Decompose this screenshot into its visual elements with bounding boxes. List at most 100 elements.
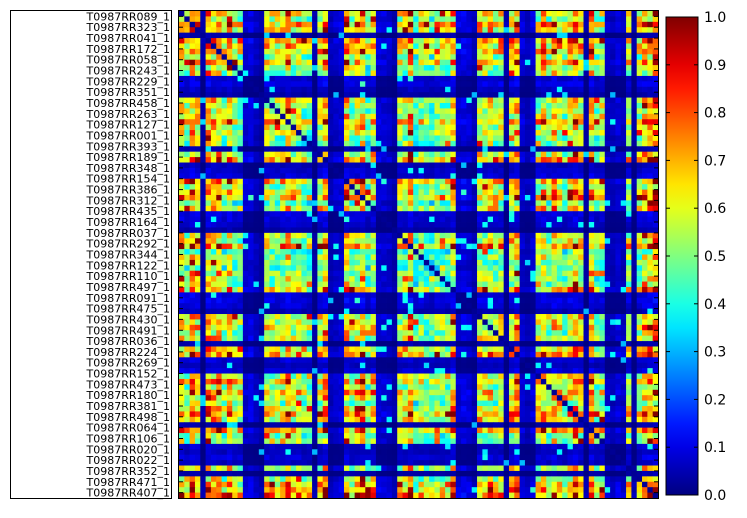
heatmap-cell xyxy=(306,140,313,147)
row-label: T0987RR041_1 xyxy=(86,32,171,45)
heatmap-cell xyxy=(237,238,244,245)
heatmap-cell xyxy=(418,38,425,44)
heatmap-cell xyxy=(210,86,217,93)
heatmap-cell xyxy=(604,65,611,71)
heatmap-cell xyxy=(322,162,329,169)
heatmap-cell xyxy=(477,205,483,212)
heatmap-cell xyxy=(253,16,260,23)
heatmap-cell xyxy=(317,189,324,196)
heatmap-cell xyxy=(359,194,366,201)
heatmap-cell xyxy=(391,194,398,201)
heatmap-cell xyxy=(312,200,318,207)
heatmap-cell xyxy=(253,281,260,288)
heatmap-cell xyxy=(578,200,584,207)
heatmap-cell xyxy=(615,38,622,44)
heatmap-cell xyxy=(514,167,521,174)
heatmap-cell xyxy=(258,232,265,239)
heatmap-cell xyxy=(535,38,542,44)
heatmap-cell xyxy=(471,184,478,190)
heatmap-cell xyxy=(343,259,350,266)
heatmap-cell xyxy=(280,92,286,98)
heatmap-cell xyxy=(210,292,217,299)
heatmap-cell xyxy=(423,113,430,120)
heatmap-cell xyxy=(493,189,499,196)
heatmap-cell xyxy=(285,254,292,261)
heatmap-cell xyxy=(519,157,526,163)
heatmap-cell xyxy=(578,259,584,266)
heatmap-cell xyxy=(551,162,558,169)
heatmap-cell xyxy=(221,286,228,293)
heatmap-cell xyxy=(296,54,302,61)
heatmap-cell xyxy=(194,86,201,93)
heatmap-cell xyxy=(477,173,483,180)
heatmap-cell xyxy=(269,232,276,239)
heatmap-cell xyxy=(535,270,542,277)
heatmap-cell xyxy=(338,259,345,266)
heatmap-cell xyxy=(434,162,441,169)
heatmap-cell xyxy=(386,276,393,282)
heatmap-cell xyxy=(301,92,308,98)
heatmap-cell xyxy=(237,157,244,163)
heatmap-cell xyxy=(290,276,297,282)
heatmap-cell xyxy=(418,130,425,136)
heatmap-cell xyxy=(620,59,627,66)
heatmap-cell xyxy=(280,227,286,234)
heatmap-cell xyxy=(503,259,510,266)
heatmap-cell xyxy=(333,81,340,88)
heatmap-cell xyxy=(647,11,654,17)
heatmap-cell xyxy=(370,119,377,126)
heatmap-cell xyxy=(248,178,254,185)
heatmap-cell xyxy=(636,200,643,207)
heatmap-cell xyxy=(503,92,510,98)
heatmap-cell xyxy=(482,27,489,34)
heatmap-cell xyxy=(179,308,185,315)
heatmap-cell xyxy=(418,270,425,277)
heatmap-cell xyxy=(503,27,510,34)
heatmap-cell xyxy=(567,27,574,34)
heatmap-cell xyxy=(439,65,446,71)
heatmap-cell xyxy=(285,222,292,228)
heatmap-cell xyxy=(343,140,350,147)
heatmap-cell xyxy=(461,108,467,115)
heatmap-cell xyxy=(461,286,467,293)
heatmap-cell xyxy=(599,303,606,310)
heatmap-cell xyxy=(599,124,606,131)
heatmap-cell xyxy=(306,173,313,180)
heatmap-cell xyxy=(194,135,201,142)
heatmap-cell xyxy=(391,292,398,299)
heatmap-cell xyxy=(333,189,340,196)
heatmap-cell xyxy=(322,130,329,136)
heatmap-cell xyxy=(572,249,579,255)
heatmap-cell xyxy=(253,238,260,245)
heatmap-cell xyxy=(413,43,419,50)
heatmap-cell xyxy=(461,249,467,255)
heatmap-cell xyxy=(636,130,643,136)
heatmap-cell xyxy=(482,184,489,190)
heatmap-cell xyxy=(232,97,238,104)
heatmap-cell xyxy=(354,146,361,153)
row-label: T0987RR189_1 xyxy=(86,151,171,164)
heatmap-cell xyxy=(210,232,217,239)
heatmap-cell xyxy=(413,205,419,212)
heatmap-cell xyxy=(455,113,462,120)
heatmap-cell xyxy=(535,59,542,66)
heatmap-cell xyxy=(477,54,483,61)
heatmap-cell xyxy=(184,97,191,104)
heatmap-cell xyxy=(540,48,547,55)
heatmap-cell xyxy=(572,48,579,55)
heatmap-cell xyxy=(429,227,435,234)
heatmap-cell xyxy=(642,81,648,88)
heatmap-cell xyxy=(423,135,430,142)
heatmap-cell xyxy=(258,184,265,190)
heatmap-cell xyxy=(248,200,254,207)
heatmap-cell xyxy=(370,200,377,207)
heatmap-cell xyxy=(487,211,494,218)
heatmap-cell xyxy=(578,281,584,288)
heatmap-cell xyxy=(194,157,201,163)
heatmap-cell xyxy=(242,54,249,61)
heatmap-cell xyxy=(487,184,494,190)
heatmap-cell xyxy=(636,189,643,196)
heatmap-cell xyxy=(423,16,430,23)
heatmap-cell xyxy=(652,254,659,261)
heatmap-cell xyxy=(466,249,473,255)
